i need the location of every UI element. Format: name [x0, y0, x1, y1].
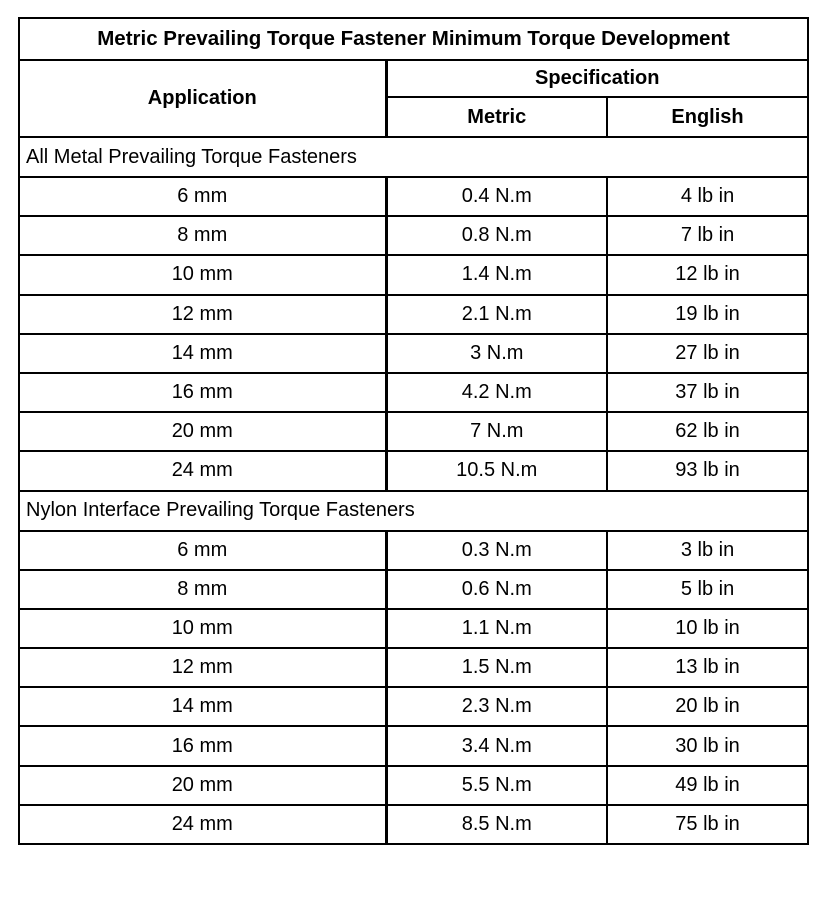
cell-application: 16 mm: [18, 725, 388, 767]
table-row: 24 mm 10.5 N.m 93 lb in: [18, 450, 810, 492]
cell-application: 20 mm: [18, 411, 388, 453]
header-specification: Specification: [384, 59, 810, 98]
cell-english: 37 lb in: [605, 371, 810, 414]
cell-metric: 2.1 N.m: [385, 293, 608, 335]
section-title: All Metal Prevailing Torque Fasteners: [17, 136, 810, 178]
cell-application: 12 mm: [18, 647, 388, 689]
cell-english: 3 lb in: [605, 529, 810, 571]
cell-english: 27 lb in: [605, 332, 810, 374]
cell-metric: 0.4 N.m: [385, 175, 608, 218]
table-row: 10 mm 1.1 N.m 10 lb in: [18, 607, 810, 650]
cell-metric: 0.8 N.m: [385, 215, 608, 257]
table-row: 12 mm 2.1 N.m 19 lb in: [18, 293, 810, 335]
cell-application: 6 mm: [18, 175, 388, 218]
table-row: 24 mm 8.5 N.m 75 lb in: [18, 803, 810, 846]
cell-english: 4 lb in: [605, 175, 810, 218]
cell-application: 12 mm: [18, 293, 388, 335]
cell-metric: 4.2 N.m: [385, 371, 608, 414]
cell-english: 62 lb in: [605, 411, 810, 453]
table-row: 20 mm 5.5 N.m 49 lb in: [18, 764, 810, 806]
cell-application: 6 mm: [18, 529, 388, 571]
table-row: 10 mm 1.4 N.m 12 lb in: [18, 254, 810, 296]
cell-metric: 2.3 N.m: [385, 686, 608, 728]
cell-metric: 1.1 N.m: [385, 607, 608, 650]
cell-metric: 3.4 N.m: [385, 725, 608, 767]
cell-metric: 5.5 N.m: [385, 764, 608, 806]
header-application: Application: [18, 59, 388, 138]
table-row: 6 mm 0.3 N.m 3 lb in: [18, 529, 810, 571]
header-metric: Metric: [385, 96, 608, 138]
cell-english: 10 lb in: [605, 607, 810, 650]
cell-application: 10 mm: [18, 607, 388, 650]
section-row: All Metal Prevailing Torque Fasteners: [17, 136, 810, 178]
cell-metric: 3 N.m: [385, 332, 608, 374]
cell-application: 14 mm: [18, 332, 388, 374]
table-row: 12 mm 1.5 N.m 13 lb in: [18, 647, 810, 689]
cell-application: 24 mm: [18, 803, 388, 846]
table-row: 8 mm 0.8 N.m 7 lb in: [18, 215, 810, 257]
cell-metric: 8.5 N.m: [385, 803, 608, 846]
table-row: 16 mm 3.4 N.m 30 lb in: [18, 725, 810, 767]
cell-application: 14 mm: [18, 686, 388, 728]
cell-english: 7 lb in: [605, 215, 810, 257]
table-row: 14 mm 3 N.m 27 lb in: [18, 332, 810, 374]
cell-english: 93 lb in: [605, 450, 810, 492]
section-row: Nylon Interface Prevailing Torque Fasten…: [17, 489, 810, 532]
cell-english: 75 lb in: [605, 803, 810, 846]
table-row: 14 mm 2.3 N.m 20 lb in: [18, 686, 810, 728]
cell-metric: 0.6 N.m: [385, 568, 608, 610]
cell-application: 16 mm: [18, 371, 388, 414]
section-title: Nylon Interface Prevailing Torque Fasten…: [17, 489, 810, 532]
cell-english: 5 lb in: [605, 568, 810, 610]
cell-application: 8 mm: [18, 215, 388, 257]
table-row: 16 mm 4.2 N.m 37 lb in: [18, 371, 810, 414]
cell-application: 24 mm: [18, 450, 388, 492]
cell-application: 8 mm: [18, 568, 388, 610]
table-title: Metric Prevailing Torque Fastener Minimu…: [17, 17, 810, 61]
cell-metric: 1.4 N.m: [385, 254, 608, 296]
cell-application: 20 mm: [18, 764, 388, 806]
cell-english: 30 lb in: [605, 725, 810, 767]
header-english: English: [605, 96, 810, 138]
cell-english: 13 lb in: [605, 647, 810, 689]
cell-metric: 1.5 N.m: [385, 647, 608, 689]
cell-english: 49 lb in: [605, 764, 810, 806]
cell-english: 20 lb in: [605, 686, 810, 728]
table-row: 8 mm 0.6 N.m 5 lb in: [18, 568, 810, 610]
cell-application: 10 mm: [18, 254, 388, 296]
torque-table: Metric Prevailing Torque Fastener Minimu…: [17, 17, 810, 846]
cell-metric: 0.3 N.m: [385, 529, 608, 571]
table-row: 6 mm 0.4 N.m 4 lb in: [18, 175, 810, 218]
cell-metric: 10.5 N.m: [385, 450, 608, 492]
cell-english: 19 lb in: [605, 293, 810, 335]
table-row: 20 mm 7 N.m 62 lb in: [18, 411, 810, 453]
cell-english: 12 lb in: [605, 254, 810, 296]
cell-metric: 7 N.m: [385, 411, 608, 453]
